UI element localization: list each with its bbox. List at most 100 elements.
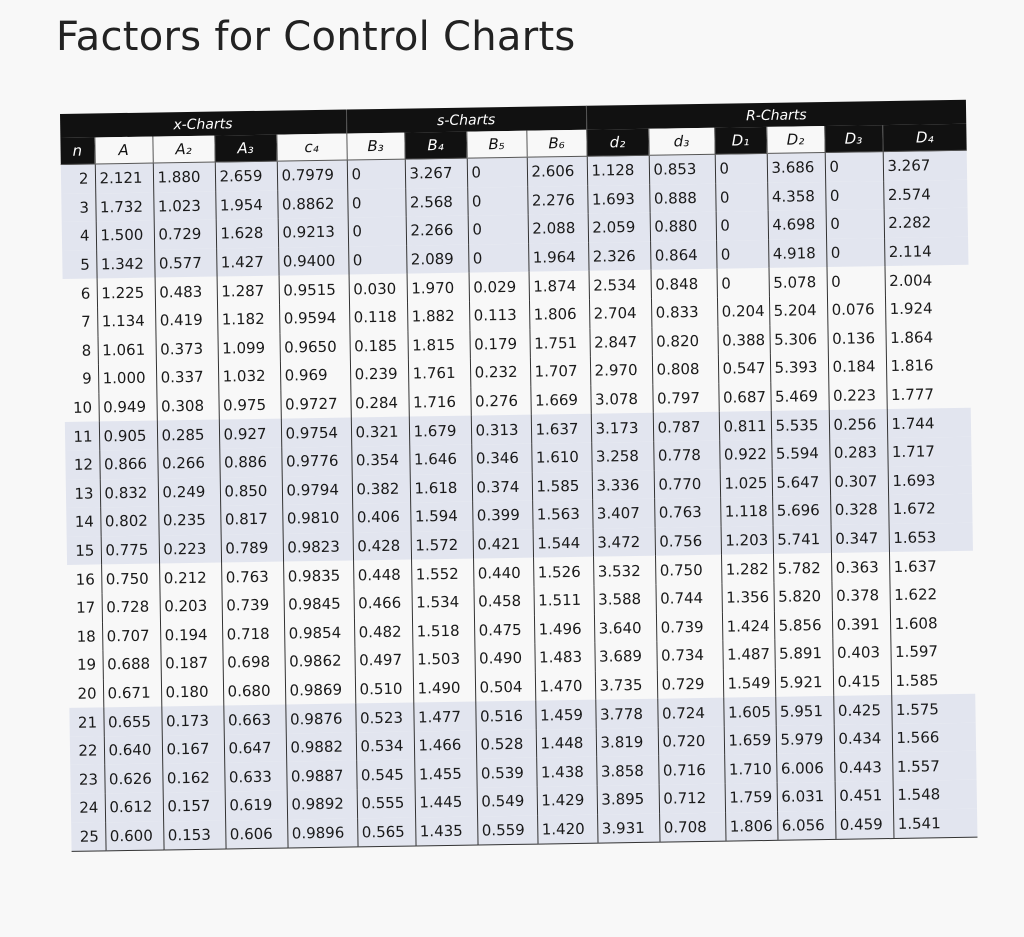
table-cell: 1.477 (413, 701, 476, 732)
table-cell: 0.313 (470, 414, 532, 445)
table-cell: 0.9862 (284, 646, 355, 677)
row-n-cell: 15 (66, 536, 102, 566)
table-cell: 0.922 (719, 439, 772, 470)
table-cell: 0.770 (653, 469, 721, 499)
table-cell: 0.724 (657, 697, 724, 728)
table-cell: 0.778 (653, 440, 720, 471)
table-cell: 3.686 (766, 152, 826, 183)
table-cell: 0.626 (104, 763, 163, 794)
table-cell: 0.516 (475, 700, 536, 731)
table-cell: 3.472 (592, 527, 656, 557)
table-cell: 0 (715, 182, 768, 212)
table-cell: 0.728 (101, 592, 160, 622)
row-n-cell: 24 (70, 793, 106, 823)
table-cell: 3.895 (596, 784, 660, 815)
row-n-cell: 21 (69, 707, 104, 737)
table-cell: 1.455 (414, 759, 477, 789)
table-cell: 2.326 (588, 241, 651, 272)
table-cell: 0.307 (829, 466, 889, 497)
table-cell: 0.739 (655, 612, 723, 642)
row-n-cell: 2 (60, 163, 96, 194)
table-cell: 0.415 (832, 666, 892, 697)
table-cell: 0.153 (163, 820, 226, 851)
table-cell: 1.882 (407, 301, 470, 332)
table-cell: 1.534 (411, 587, 474, 618)
table-cell: 0.451 (834, 781, 894, 811)
table-cell: 1.429 (536, 785, 598, 816)
table-cell: 0.832 (99, 478, 159, 508)
table-cell: 1.622 (889, 579, 974, 610)
table-cell: 1.435 (415, 816, 478, 847)
column-header-5: B₃ (346, 132, 405, 161)
table-cell: 1.608 (889, 608, 975, 639)
table-cell: 1.970 (406, 272, 469, 303)
table-cell: 0.687 (718, 382, 771, 413)
column-header-7: B₅ (466, 130, 527, 159)
table-cell: 1.549 (722, 668, 776, 698)
table-cell: 0.866 (99, 449, 158, 479)
row-n-cell: 9 (81, 369, 92, 389)
table-cell: 1.459 (535, 699, 596, 730)
table-cell: 0.833 (650, 297, 718, 328)
table-cell: 0.969 (279, 360, 351, 391)
table-cell: 1.225 (96, 277, 156, 308)
table-cell: 0.756 (654, 526, 722, 557)
table-cell: 0.388 (717, 325, 770, 355)
table-cell: 0.612 (104, 792, 164, 823)
table-cell: 1.605 (723, 697, 776, 727)
table-cell: 0.9754 (280, 417, 352, 448)
table-cell: 2.088 (527, 213, 589, 244)
table-cell: 0.880 (649, 211, 717, 242)
column-header-4: c₄ (276, 133, 347, 162)
table-cell: 1.427 (216, 247, 279, 277)
table-cell: 0.888 (649, 183, 716, 213)
table-cell: 1.732 (95, 192, 154, 222)
table-cell: 0.848 (650, 269, 717, 299)
table-cell: 0.249 (157, 477, 221, 507)
table-cell: 2.004 (884, 265, 969, 296)
table-cell: 1.518 (411, 616, 475, 646)
column-header-9: d₂ (586, 128, 649, 157)
table-cell: 5.469 (770, 381, 829, 412)
table-cell: 1.806 (528, 299, 590, 330)
table-cell: 1.628 (215, 218, 279, 249)
table-cell: 1.061 (97, 335, 156, 365)
table-cell: 0.9794 (281, 474, 353, 505)
table-cell: 0.718 (221, 619, 285, 649)
table-cell: 0 (715, 211, 769, 241)
table-cell: 1.575 (891, 693, 976, 724)
table-cell: 3.640 (593, 613, 657, 643)
table-cell: 0.212 (159, 562, 222, 593)
table-cell: 0.534 (355, 731, 415, 761)
table-cell: 0.655 (103, 706, 162, 737)
table-cell: 0.817 (220, 504, 283, 535)
table-cell: 1.572 (410, 530, 474, 560)
table-cell: 0 (468, 243, 529, 273)
table-cell: 0.354 (351, 445, 410, 475)
table-cell: 0.483 (154, 276, 218, 307)
table-cell: 0.363 (830, 552, 890, 582)
row-n-cell: 12 (65, 450, 100, 480)
table-cell: 1.526 (533, 556, 594, 587)
table-cell: 5.891 (774, 639, 833, 669)
table-cell: 0.204 (716, 296, 770, 327)
table-cell: 1.964 (528, 242, 589, 273)
table-cell: 1.815 (407, 330, 470, 360)
table-cell: 0.9810 (282, 503, 353, 534)
column-header-12: D₂ (766, 125, 825, 154)
table-cell: 0 (348, 245, 407, 275)
table-cell: 0.886 (219, 447, 282, 478)
table-cell: 0.378 (831, 580, 890, 611)
row-n-cell: 18 (76, 627, 96, 646)
table-cell: 0.448 (353, 559, 412, 590)
table-cell: 0.698 (222, 647, 285, 678)
table-cell: 0.763 (221, 561, 284, 592)
table-cell: 0.346 (471, 443, 532, 474)
table-cell: 0 (346, 159, 406, 190)
table-cell: 1.693 (587, 184, 650, 214)
table-cell: 0.459 (835, 809, 894, 840)
table-cell: 5.820 (773, 581, 832, 612)
table-cell: 0 (825, 180, 884, 211)
table-cell: 0.308 (156, 391, 219, 421)
row-n-cell: 3 (61, 193, 96, 223)
